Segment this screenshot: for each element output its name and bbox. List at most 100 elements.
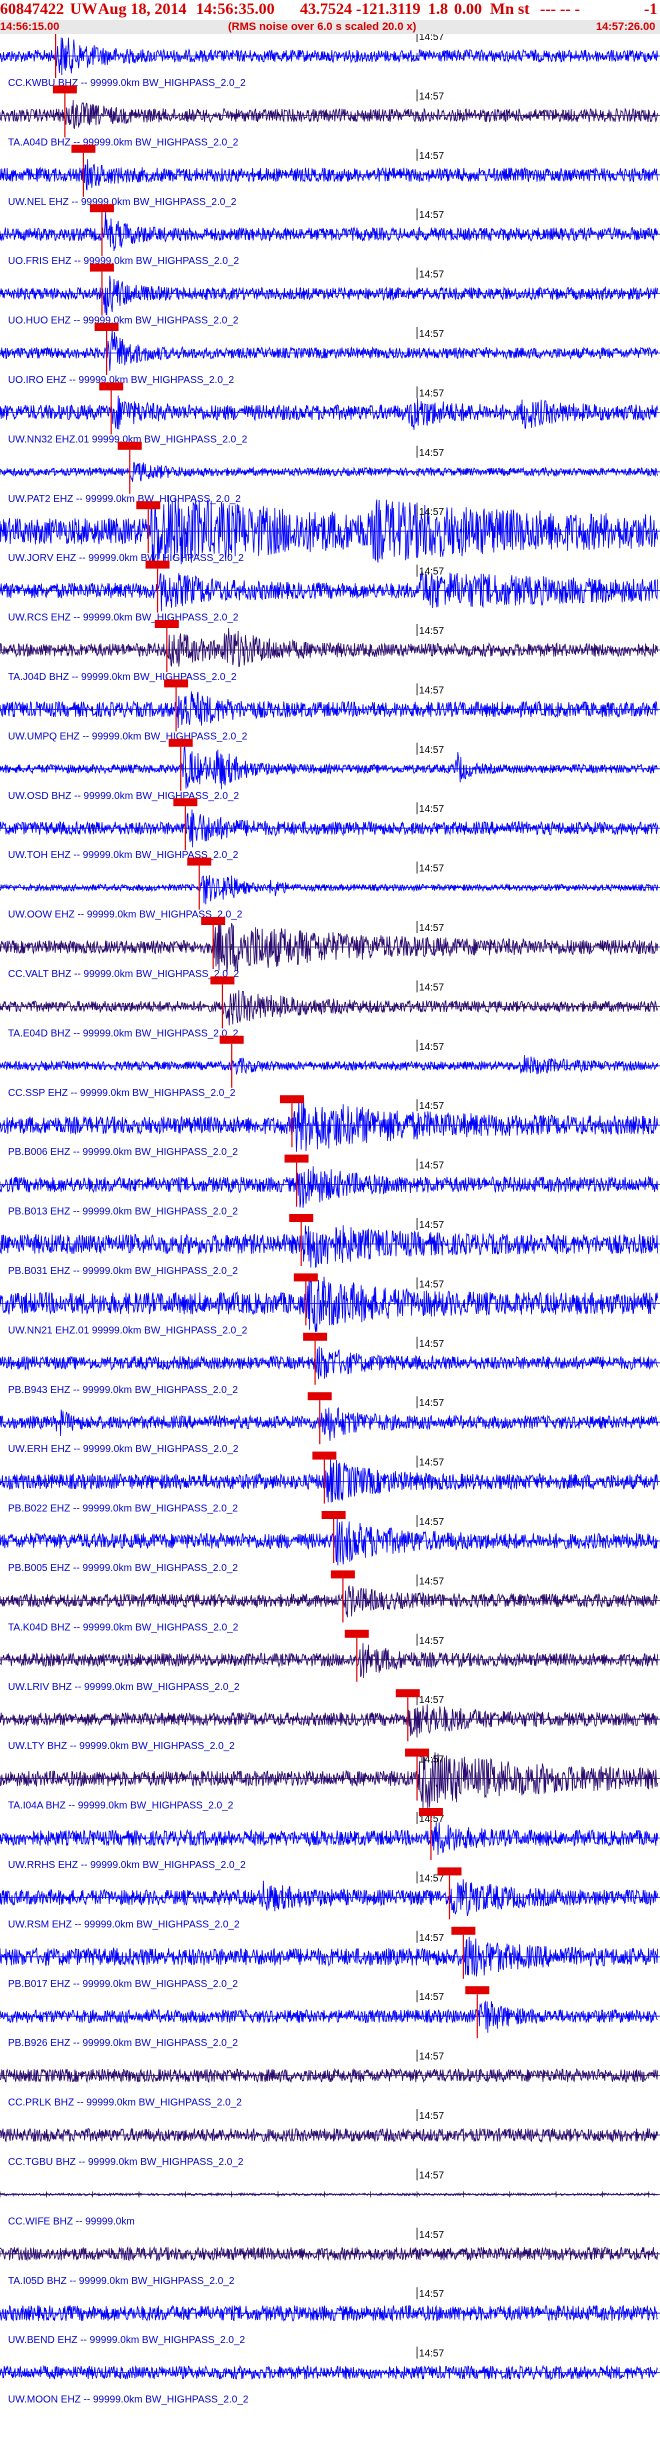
station-trace: 14:57 UW.RSM EHZ -- 99999.0km BW_HIGHPASS…: [0, 1867, 660, 1930]
station-label: PB.B031 EHZ -- 99999.0km BW_HIGHPASS_2.0…: [8, 1266, 238, 1277]
minute-label: 14:57: [419, 2289, 444, 2300]
waveform: [0, 1097, 658, 1152]
station-trace: 14:57 UW.OOW EHZ -- 99999.0km BW_HIGHPASS…: [0, 857, 660, 921]
station-trace: 14:57 UW.RRHS EHZ -- 99999.0km BW_HIGHPAS…: [0, 1808, 660, 1871]
station-label: PB.B022 EHZ -- 99999.0km BW_HIGHPASS_2.0…: [8, 1504, 238, 1515]
station-label: UO.HUO EHZ -- 99999.0km BW_HIGHPASS_2.0_…: [8, 316, 239, 327]
station-trace: 14:57 CC.SSP EHZ -- 99999.0km BW_HIGHPASS…: [0, 1035, 660, 1099]
minute-label: 14:57: [419, 1755, 444, 1766]
minute-label: 14:57: [419, 626, 444, 637]
minute-label: 14:57: [419, 1814, 444, 1825]
station-label: UW.LTY BHZ -- 99999.0km BW_HIGHPASS_2.0_…: [8, 1741, 235, 1752]
minute-label: 14:57: [419, 982, 444, 993]
station-trace: 14:57 TA.K04D BHZ -- 99999.0km BW_HIGHPAS…: [0, 1570, 660, 1633]
minute-label: 14:57: [419, 1279, 444, 1290]
waveform: [0, 211, 658, 252]
station-trace: 14:57 TA.A04D BHZ -- 99999.0km BW_HIGHPAS…: [0, 85, 660, 148]
minute-label: 14:57: [419, 91, 444, 102]
station-label: UW.UMPQ EHZ -- 99999.0km BW_HIGHPASS_2.0…: [8, 731, 248, 742]
station-label: UW.NN32 EHZ.01 99999.0km BW_HIGHPASS_2.0…: [8, 434, 248, 445]
minute-label: 14:57: [419, 1101, 444, 1112]
station-trace: 14:57 PB.B943 EHZ -- 99999.0km BW_HIGHPAS…: [0, 1332, 660, 1396]
phase-pick-flag: [71, 144, 96, 153]
phase-pick-flag: [418, 1808, 443, 1816]
waveform: [0, 395, 658, 430]
station-label: PB.B017 EHZ -- 99999.0km BW_HIGHPASS_2.0…: [8, 1979, 238, 1990]
minute-label: 14:57: [419, 1576, 444, 1587]
event-depth: 1.8: [428, 1, 448, 18]
phase-pick-flag: [437, 1867, 462, 1876]
waveform: [0, 37, 658, 76]
phase-pick-flag: [145, 560, 170, 569]
station-trace: 14:57 UW.RCS EHZ -- 99999.0km BW_HIGHPASS…: [0, 560, 660, 624]
event-time: 14:56:35.00: [196, 1, 275, 18]
minute-label: 14:57: [419, 34, 444, 43]
phase-pick-flag: [284, 1154, 309, 1163]
waveform: [0, 1822, 658, 1855]
phase-pick-flag: [395, 1689, 420, 1698]
event-flag: -1: [644, 1, 658, 18]
minute-label: 14:57: [419, 923, 444, 934]
station-label: UW.LRIV BHZ -- 99999.0km BW_HIGHPASS_2.0…: [8, 1682, 240, 1693]
waveform: [0, 1936, 658, 1977]
phase-pick-flag: [136, 501, 161, 510]
station-label: CC.KWBU BHZ -- 99999.0km BW_HIGHPASS_2.0…: [8, 78, 246, 89]
waveform: [0, 627, 658, 668]
event-mag-type: Mn: [490, 1, 514, 18]
minute-label: 14:57: [419, 2052, 444, 2063]
station-trace: 14:57 UW.ERH EHZ -- 99999.0km BW_HIGHPASS…: [0, 1392, 660, 1455]
station-trace: 14:57 UW.UMPQ EHZ -- 99999.0km BW_HIGHPAS…: [0, 679, 660, 742]
phase-pick-flag: [99, 382, 124, 391]
station-label: CC.WIFE BHZ -- 99999.0km: [8, 2216, 135, 2227]
waveform: [0, 918, 658, 973]
waveform: [0, 1517, 658, 1566]
phase-pick-flag: [303, 1332, 328, 1341]
waveform: [0, 691, 658, 729]
station-trace: 14:57 PB.B006 EHZ -- 99999.0km BW_HIGHPAS…: [0, 1095, 660, 1158]
event-id: 60847422: [0, 1, 64, 18]
waveform: [0, 1276, 658, 1332]
station-trace: 14:57 UW.PAT2 EHZ -- 99999.0km BW_HIGHPAS…: [0, 441, 660, 505]
station-trace: 14:57 UW.LRIV BHZ -- 99999.0km BW_HIGHPAS…: [0, 1629, 660, 1693]
phase-pick-flag: [173, 798, 198, 807]
phase-pick-flag: [344, 1629, 369, 1638]
station-trace: 14:57 CC.WIFE BHZ -- 99999.0km: [0, 2168, 660, 2227]
minute-label: 14:57: [419, 1042, 444, 1053]
station-label: TA.J04D BHZ -- 99999.0km BW_HIGHPASS_2.0…: [8, 672, 237, 683]
station-label: UW.NN21 EHZ.01 99999.0km BW_HIGHPASS_2.0…: [8, 1325, 248, 1336]
event-header: 60847422 UW Aug 18, 2014 14:56:35.00 43.…: [0, 0, 660, 20]
station-trace: 14:57 UW.NN21 EHZ.01 99999.0km BW_HIGHPAS…: [0, 1273, 660, 1336]
station-label: TA.I05D BHZ -- 99999.0km BW_HIGHPASS_2.0…: [8, 2276, 235, 2287]
station-label: CC.SSP EHZ -- 99999.0km BW_HIGHPASS_2.0_…: [8, 1088, 236, 1099]
station-label: UW.TOH EHZ -- 99999.0km BW_HIGHPASS_2.0_…: [8, 850, 239, 861]
waveform: [0, 809, 658, 848]
waveform: [0, 2191, 658, 2197]
minute-label: 14:57: [419, 1161, 444, 1172]
phase-pick-flag: [330, 1570, 355, 1579]
station-label: UO.IRO EHZ -- 99999.0km BW_HIGHPASS_2.0_…: [8, 375, 234, 386]
minute-label: 14:57: [419, 1695, 444, 1706]
waveform: [0, 1585, 658, 1618]
station-trace: 14:57 UO.FRIS EHZ -- 99999.0km BW_HIGHPAS…: [0, 204, 660, 267]
minute-label: 14:57: [419, 745, 444, 756]
minute-label: 14:57: [419, 448, 444, 459]
waveform: [0, 495, 658, 569]
waveform: [0, 1406, 658, 1441]
station-trace: 14:57 UO.HUO EHZ -- 99999.0km BW_HIGHPASS…: [0, 263, 660, 327]
station-label: TA.I04A BHZ -- 99999.0km BW_HIGHPASS_2.0…: [8, 1801, 234, 1812]
station-trace: 14:57 TA.I05D BHZ -- 99999.0km BW_HIGHPAS…: [0, 2227, 660, 2287]
phase-pick-flag: [279, 1095, 304, 1104]
phase-pick-flag: [117, 441, 142, 450]
rms-note: (RMS noise over 6.0 s scaled 20.0 x): [228, 21, 417, 33]
station-label: UW.RSM EHZ -- 99999.0km BW_HIGHPASS_2.0_…: [8, 1919, 240, 1930]
minute-label: 14:57: [419, 507, 444, 518]
station-label: PB.B943 EHZ -- 99999.0km BW_HIGHPASS_2.0…: [8, 1385, 238, 1396]
station-label: TA.A04D BHZ -- 99999.0km BW_HIGHPASS_2.0…: [8, 137, 239, 148]
phase-pick-flag: [94, 323, 119, 331]
phase-pick-flag: [210, 976, 235, 985]
minute-label: 14:57: [419, 685, 444, 696]
end-time: 14:57:26.00: [596, 21, 656, 33]
phase-pick-flag: [307, 1392, 332, 1401]
station-label: PB.B006 EHZ -- 99999.0km BW_HIGHPASS_2.0…: [8, 1147, 238, 1158]
